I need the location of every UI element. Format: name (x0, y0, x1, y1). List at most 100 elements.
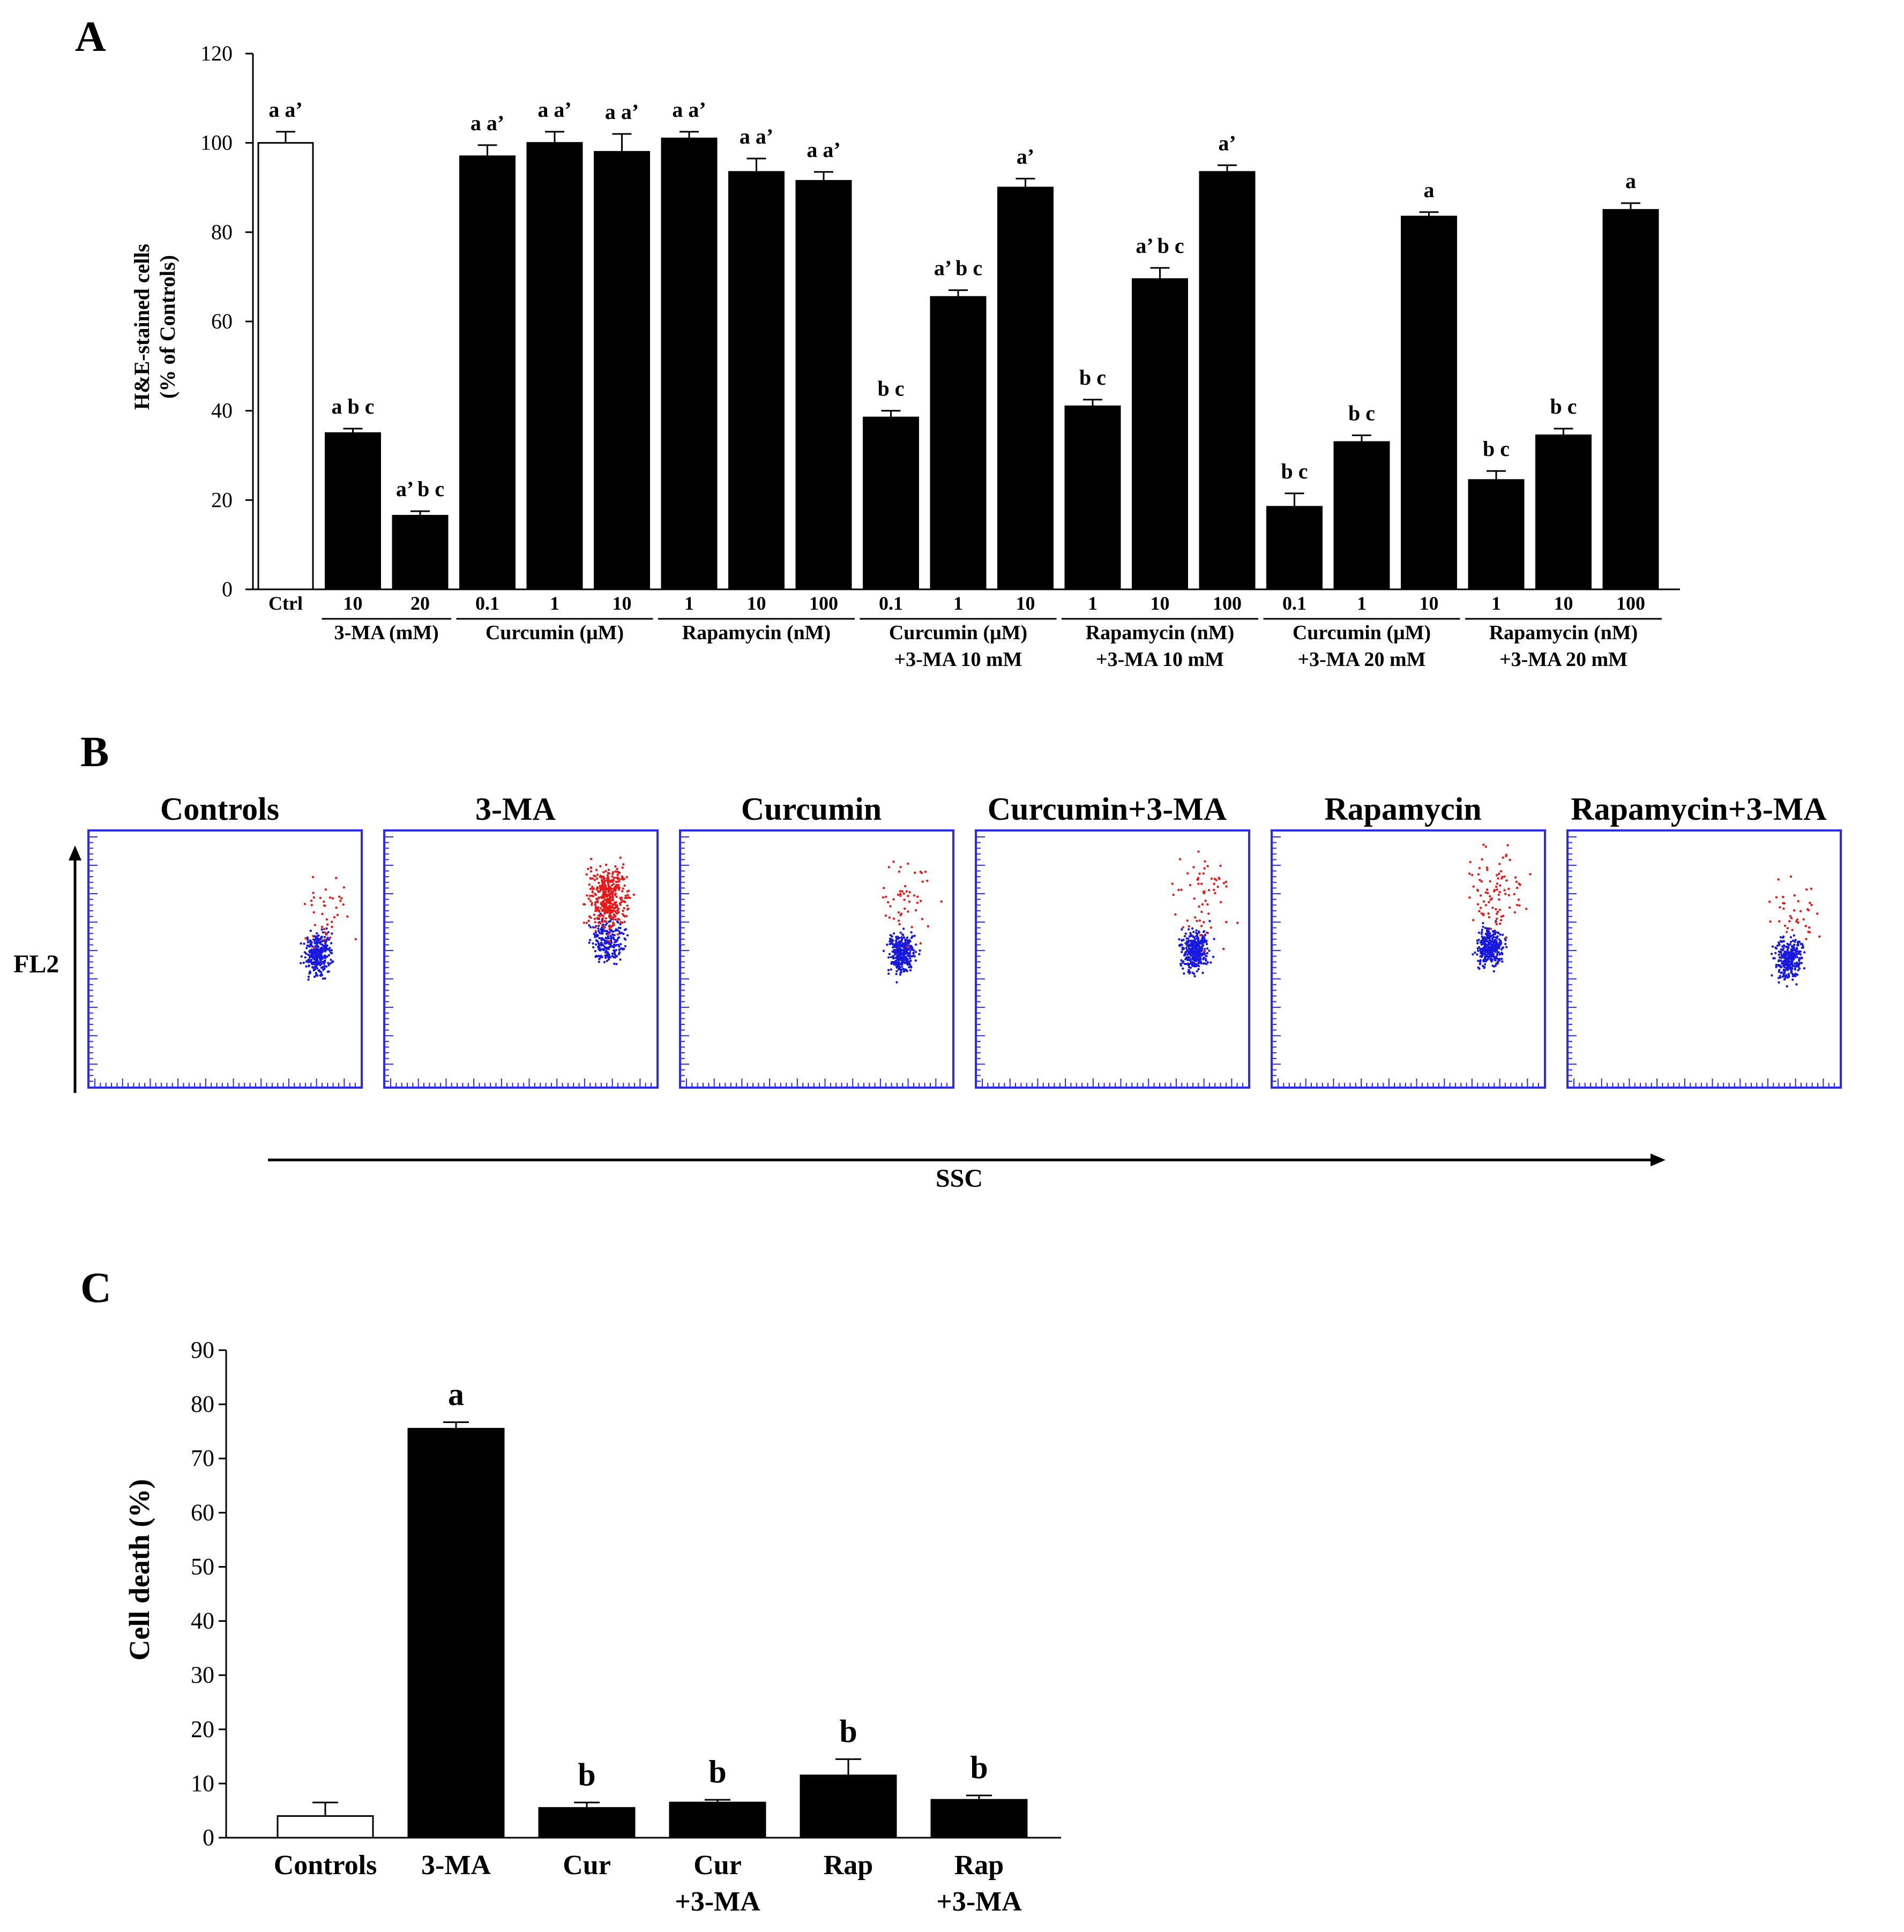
panel-c-x-tick-sublabel: +3-MA (936, 1886, 1022, 1917)
panel-a-x-tick-label: 100 (1213, 593, 1242, 614)
panel-b-event-blue (1486, 928, 1489, 931)
panel-b-event-blue (618, 932, 622, 935)
panel-b-event-blue (895, 981, 898, 984)
panel-a-bar (325, 432, 381, 590)
panel-b-event-red (594, 901, 597, 903)
panel-b-event-blue (1796, 956, 1798, 958)
panel-b-event-blue (1194, 941, 1197, 944)
panel-b-event-red (897, 919, 900, 922)
panel-b-event-blue (329, 962, 332, 965)
panel-b-event-blue (1192, 958, 1195, 961)
panel-b-event-red (614, 865, 617, 868)
panel-b-event-blue (604, 956, 607, 960)
panel-b-event-blue (1186, 962, 1190, 965)
panel-b-event-red (1197, 878, 1199, 881)
panel-b-event-blue (1178, 945, 1181, 947)
panel-b-event-blue (902, 933, 905, 937)
panel-b-event-red (593, 879, 596, 881)
panel-b-event-red (607, 868, 610, 871)
panel-b-event-blue (1197, 950, 1199, 953)
panel-b-event-red (1796, 918, 1798, 921)
panel-c-x-tick-label: Cur (693, 1850, 742, 1881)
panel-b-event-blue (1489, 935, 1492, 939)
panel-b-event-blue (613, 962, 616, 965)
panel-b-event-blue (913, 934, 916, 937)
panel-b-event-blue (307, 978, 310, 981)
panel-b-event-blue (1482, 925, 1484, 928)
panel-b-event-blue (1787, 964, 1790, 968)
panel-b-event-red (310, 904, 313, 907)
panel-b-event-red (1200, 910, 1203, 913)
panel-b-event-red (586, 894, 588, 897)
panel-b-event-red (1498, 909, 1501, 911)
panel-b-y-axis-label: FL2 (13, 950, 59, 978)
panel-b-event-red (617, 883, 620, 887)
panel-b-event-red (1224, 880, 1228, 883)
panel-b-event-red (604, 917, 607, 920)
panel-b-event-blue (1479, 949, 1482, 952)
panel-b-event-red (887, 866, 891, 868)
panel-a-y-axis-label-line1: H&E-stained cells (130, 244, 154, 410)
panel-b-event-red (623, 907, 625, 910)
panel-b-event-blue (1186, 948, 1189, 951)
panel-b-event-blue (605, 930, 608, 933)
panel-b-event-red (897, 911, 900, 914)
panel-b-event-blue (314, 945, 317, 948)
panel-b-event-blue (615, 943, 618, 947)
panel-b-event-blue (1791, 946, 1795, 949)
panel-b-event-red (583, 922, 586, 924)
panel-b-event-red (1793, 909, 1796, 912)
panel-b-event-red (335, 877, 338, 879)
panel-b-event-blue (1195, 929, 1198, 932)
panel-b-event-blue (900, 971, 902, 974)
panel-b-event-red (610, 896, 613, 899)
panel-b-event-blue (598, 937, 601, 940)
panel-b-event-blue (310, 949, 313, 953)
panel-b-event-red (346, 915, 349, 918)
panel-b-event-red (1495, 917, 1498, 920)
panel-b-event-blue (1213, 938, 1215, 940)
panel-b-event-red (326, 923, 329, 926)
panel-c-bar (277, 1815, 374, 1839)
panel-b-event-blue (1774, 946, 1777, 949)
panel-b-event-red (620, 878, 623, 880)
panel-c-x-tick-label: Cur (563, 1850, 611, 1881)
panel-b-event-blue (1212, 955, 1215, 958)
panel-b-event-blue (624, 945, 627, 948)
panel-b-event-blue (1775, 965, 1778, 969)
panel-b-event-blue (328, 949, 331, 952)
panel-c-significance-label: b (970, 1750, 988, 1785)
panel-a-y-tick-label: 20 (211, 488, 233, 512)
panel-b-event-blue (1196, 946, 1198, 949)
panel-b-event-red (1497, 893, 1500, 896)
panel-b-event-blue (617, 943, 620, 946)
panel-a-x-tick-label: 1 (1357, 593, 1367, 614)
panel-b-event-red (331, 925, 333, 928)
panel-b-event-blue (1779, 936, 1782, 939)
panel-b-event-blue (617, 936, 621, 939)
panel-b-event-blue (1477, 931, 1481, 934)
panel-a-group-sublabel: +3-MA 20 mM (1297, 648, 1425, 671)
panel-b-event-red (1518, 904, 1521, 907)
panel-b-event-red (1799, 910, 1802, 912)
panel-b-event-blue (909, 969, 912, 972)
panel-b-event-red (1509, 858, 1511, 862)
panel-b-event-blue (1786, 958, 1789, 962)
panel-b-event-blue (908, 960, 911, 963)
panel-a-significance-label: a a’ (471, 111, 504, 135)
panel-b-event-blue (619, 943, 622, 946)
panel-a-significance-label: a a’ (537, 98, 571, 122)
panel-b-event-blue (1490, 945, 1492, 948)
panel-b-event-blue (897, 945, 900, 948)
panel-b-event-blue (1183, 935, 1186, 938)
panel-b-event-blue (319, 957, 322, 960)
panel-b-event-blue (890, 961, 893, 964)
panel-b-event-red (606, 874, 609, 877)
panel-b-event-red (1518, 882, 1520, 885)
panel-c-bar (669, 1801, 766, 1839)
panel-b-event-blue (1494, 930, 1496, 932)
panel-b-event-blue (1789, 936, 1793, 939)
panel-b-event-blue (1181, 928, 1183, 931)
panel-b-event-blue (1179, 963, 1182, 965)
panel-b-event-blue (1772, 957, 1775, 960)
